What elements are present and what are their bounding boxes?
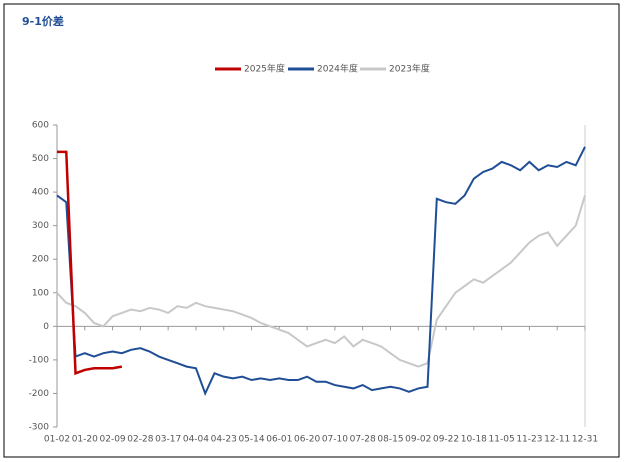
y-tick-label: -100 <box>29 355 50 365</box>
y-tick-label: 100 <box>32 288 49 298</box>
x-tick-label: 12-31 <box>572 435 598 445</box>
chart-title: 9-1价差 <box>22 14 64 28</box>
y-tick-label: 500 <box>32 154 49 164</box>
series-line <box>56 195 586 368</box>
x-tick-label: 03-17 <box>155 435 181 445</box>
x-tick-label: 04-23 <box>211 435 237 445</box>
y-tick-label: 400 <box>32 188 49 198</box>
x-tick-label: 12-11 <box>544 435 570 445</box>
legend-label: 2025年度 <box>244 63 285 75</box>
y-tick-label: -300 <box>29 423 50 433</box>
x-tick-label: 01-20 <box>72 435 98 445</box>
x-tick-label: 02-28 <box>127 435 153 445</box>
x-tick-label: 07-10 <box>322 435 348 445</box>
frame <box>3 3 620 458</box>
legend-label: 2023年度 <box>389 63 430 75</box>
x-tick-label: 09-02 <box>405 435 431 445</box>
x-tick-label: 07-28 <box>350 435 376 445</box>
y-tick-label: 0 <box>43 322 49 332</box>
x-tick-label: 04-04 <box>183 435 209 445</box>
series-line <box>57 150 123 376</box>
x-tick-label: 02-09 <box>100 435 126 445</box>
legend-label: 2024年度 <box>317 63 358 75</box>
y-tick-label: 600 <box>32 121 49 131</box>
x-tick-label: 09-22 <box>433 435 459 445</box>
x-tick-label: 08-15 <box>377 435 403 445</box>
y-tick-label: -200 <box>29 389 50 399</box>
x-tick-label: 05-14 <box>238 435 264 445</box>
series-line <box>56 146 586 397</box>
x-tick-label: 01-02 <box>44 435 70 445</box>
x-tick-label: 06-01 <box>266 435 292 445</box>
x-tick-label: 11-05 <box>489 435 515 445</box>
y-tick-label: 200 <box>32 255 49 265</box>
x-tick-label: 11-23 <box>516 435 542 445</box>
x-tick-label: 10-18 <box>461 435 487 445</box>
x-tick-label: 06-20 <box>294 435 320 445</box>
y-tick-label: 300 <box>32 221 49 231</box>
